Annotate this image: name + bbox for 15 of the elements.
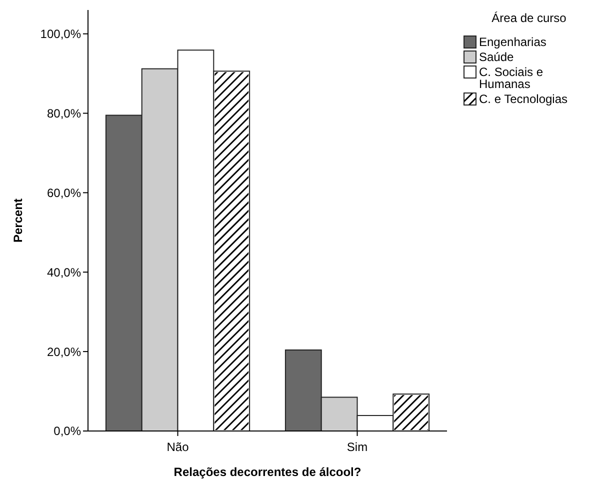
legend-title: Área de curso — [492, 11, 567, 25]
legend-label: C. e Tecnologias — [479, 92, 568, 106]
y-tick-label: 60,0% — [46, 186, 82, 200]
y-tick-label: 80,0% — [46, 106, 82, 120]
y-axis-title: Percent — [11, 198, 25, 243]
y-tick-label: 100,0% — [40, 27, 82, 42]
x-tick-label: Sim — [346, 440, 368, 454]
y-tick-label: 40,0% — [46, 265, 82, 280]
x-axis-title: Relações decorrentes de álcool? — [174, 465, 362, 479]
x-tick-label: Não — [166, 440, 190, 454]
legend-label: Engenharias — [479, 35, 546, 49]
legend-label: C. Sociais e Humanas — [479, 65, 544, 91]
legend-label: Saúde — [479, 50, 514, 64]
y-tick-label: 20,0% — [46, 344, 82, 359]
y-tick-label: 0,0% — [54, 424, 82, 438]
